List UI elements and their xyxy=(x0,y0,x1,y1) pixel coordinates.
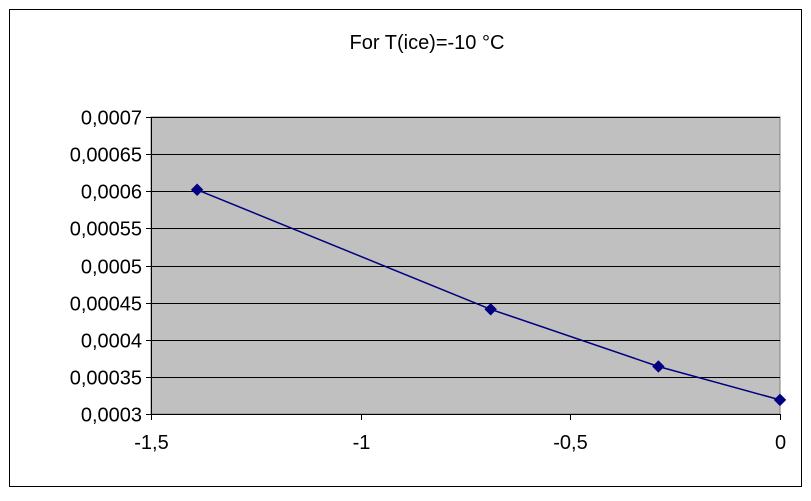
y-tick-label: 0,0005 xyxy=(81,257,142,279)
x-tick-labels: -1,5 -1 -0,5 0 xyxy=(134,432,786,454)
axes xyxy=(146,117,781,420)
data-point-marker xyxy=(190,183,204,196)
plot-area xyxy=(150,116,781,415)
y-tick-label: 0,00035 xyxy=(70,368,142,390)
data-point-marker xyxy=(484,303,497,316)
y-tick-label: 0,00065 xyxy=(70,145,142,167)
y-tick-label: 0,0007 xyxy=(81,108,142,130)
y-tick-label: 0,00045 xyxy=(70,294,142,316)
x-tick-label: 0 xyxy=(775,432,786,454)
series-line xyxy=(196,189,781,401)
x-tick-label: -1 xyxy=(353,432,371,454)
y-tick-label: 0,0004 xyxy=(81,331,142,353)
y-tick-label: 0,0006 xyxy=(81,182,142,204)
y-tick-label: 0,0003 xyxy=(81,405,142,427)
gridlines xyxy=(151,117,780,378)
data-point-marker xyxy=(652,360,665,373)
x-tick-label: -0,5 xyxy=(553,432,587,454)
chart-title: For T(ice)=-10 °C xyxy=(350,32,505,54)
series-layer xyxy=(190,183,787,407)
y-tick-label: 0,00055 xyxy=(70,219,142,241)
data-point-marker xyxy=(773,393,787,407)
y-tick-labels: 0,0003 0,00035 0,0004 0,00045 0,0005 0,00055 0… xyxy=(70,108,142,427)
x-tick-label: -1,5 xyxy=(134,432,168,454)
